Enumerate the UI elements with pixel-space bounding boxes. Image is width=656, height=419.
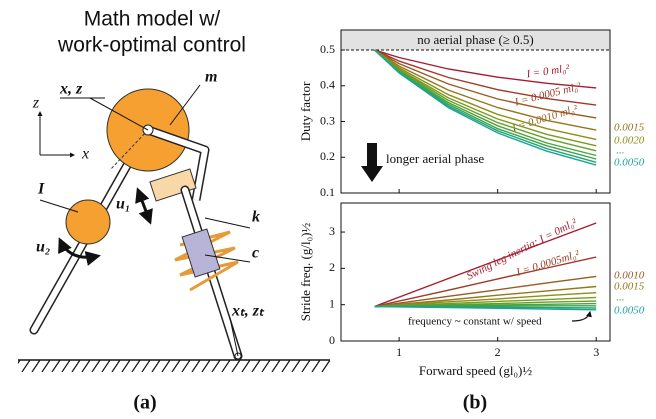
u1-arrow (138, 190, 150, 222)
y-tick-label: 2 (329, 260, 335, 274)
x-axis-label: Forward speed (gl₀)½ (419, 363, 532, 378)
aerial-arrow (361, 143, 383, 182)
ground-hatch (18, 360, 330, 372)
panel-label: (b) (463, 392, 487, 414)
x-tick-label: 3 (593, 345, 599, 359)
y-tick-label: 0.2 (320, 149, 335, 163)
y-tick-label: 0 (329, 333, 335, 347)
x-tick-label: 1 (396, 345, 402, 359)
ellipsis: ... (616, 145, 625, 157)
series-label: 0.0015 (614, 122, 645, 134)
series-label: 0.0050 (614, 305, 645, 317)
label: m (205, 69, 217, 86)
y-tick-label: 0.1 (320, 185, 335, 199)
threshold-label: no aerial phase (≥ 0.5) (417, 32, 534, 47)
annotation-arrow (572, 312, 590, 321)
y-tick-label: 0.4 (320, 78, 335, 92)
label: u₂ (36, 239, 50, 256)
figure: Math model w/ work-optimal control z x (0, 0, 656, 419)
arrow-label: longer aerial phase (386, 151, 484, 166)
y-tick-label: 3 (329, 224, 335, 238)
leader (205, 218, 250, 228)
title-line: Math model w/ (84, 8, 221, 31)
label: xₜ, zₜ (231, 303, 265, 320)
label: x (81, 146, 89, 163)
diagram: Math model w/ work-optimal control z x (18, 8, 330, 414)
label: k (252, 209, 260, 226)
series-label: I = 0 ml₀² (525, 63, 571, 81)
y-axis-label: Stride freq. (g/l₀)½ (298, 223, 313, 322)
y-axis-label: Duty factor (298, 81, 313, 141)
inertia-disk (66, 200, 110, 244)
y-tick-label: 0.5 (320, 42, 335, 56)
label: z (32, 95, 40, 112)
y-tick-label: 1 (329, 296, 335, 310)
series-label: 0.0050 (614, 157, 645, 169)
ellipsis: ... (616, 292, 625, 304)
annotation: frequency ~ constant w/ speed (408, 316, 542, 328)
label: u₁ (116, 196, 130, 213)
panel-label: (a) (133, 392, 156, 414)
y-tick-label: 0.3 (320, 113, 335, 127)
label: I (37, 181, 45, 198)
label: c (252, 245, 259, 262)
x-tick-label: 2 (495, 345, 501, 359)
label: x, z (59, 81, 83, 98)
title-line: work-optimal control (57, 34, 246, 57)
